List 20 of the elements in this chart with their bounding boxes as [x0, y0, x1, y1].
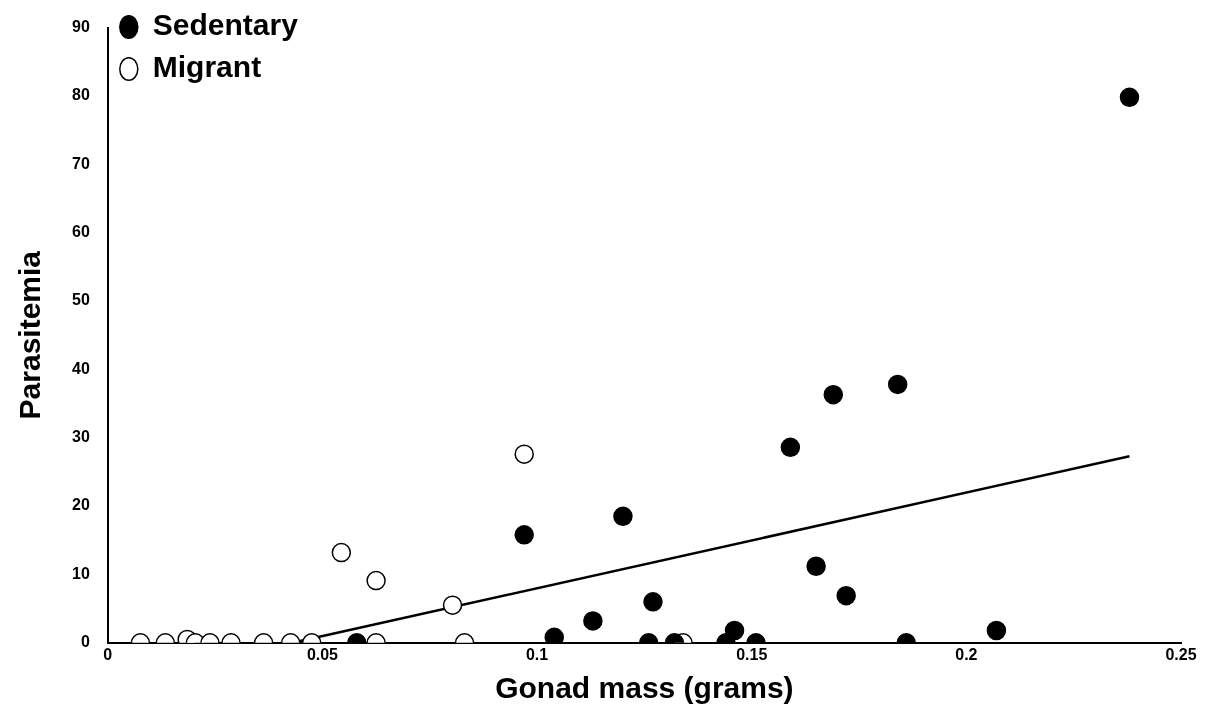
x-tick-label: 0.15 [736, 645, 768, 663]
y-tick-label: 20 [72, 496, 90, 514]
y-tick-label: 30 [72, 428, 90, 446]
y-tick-label: 90 [72, 18, 90, 36]
legend-label: Migrant [152, 50, 262, 84]
y-tick-label: 50 [72, 291, 90, 309]
x-tick-label: 0 [103, 645, 113, 663]
y-tick-label: 80 [72, 86, 90, 104]
y-tick-label: 10 [72, 564, 90, 582]
y-tick-label: 60 [72, 223, 90, 241]
x-axis-title: Gonad mass (grams) [495, 671, 794, 705]
y-axis-title: Parasitemia [13, 250, 47, 420]
legend-label: Sedentary [152, 8, 299, 42]
x-tick-label: 0.25 [1165, 645, 1197, 663]
y-tick-label: 40 [72, 359, 90, 377]
y-tick-label: 70 [72, 154, 90, 172]
x-tick-label: 0.2 [955, 645, 978, 663]
x-tick-label: 0.1 [525, 645, 549, 663]
x-tick-label: 0.05 [306, 645, 339, 663]
y-tick-label: 0 [80, 633, 90, 651]
